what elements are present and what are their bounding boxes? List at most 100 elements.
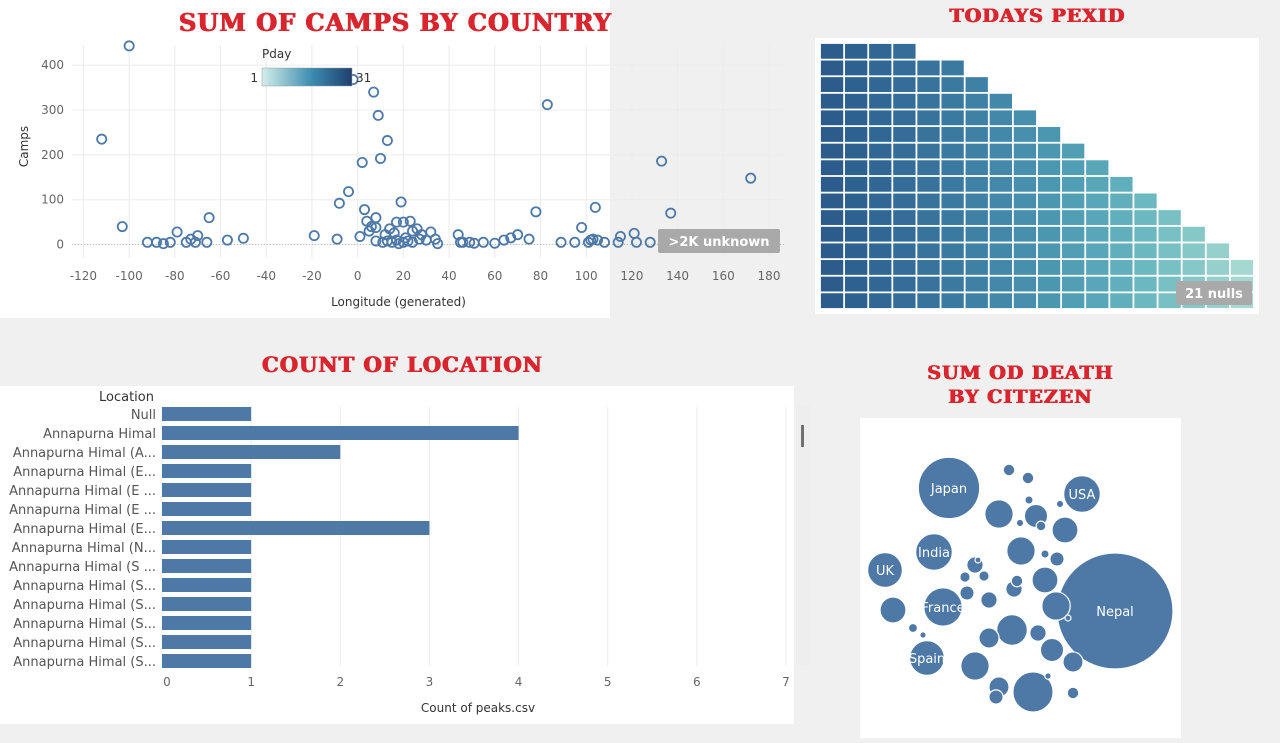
scatter-point (237, 232, 249, 244)
scatter-point (404, 215, 416, 227)
scatter-point (656, 155, 668, 167)
location-bar (162, 559, 252, 573)
treemap-cell (988, 142, 1013, 160)
treemap-cell (1085, 292, 1110, 309)
treemap-cell (892, 225, 917, 243)
scatter-x-tick-label: 20 (396, 269, 411, 283)
death-bubble (974, 556, 982, 564)
treemap-cell (1037, 209, 1062, 226)
treemap-cell (964, 242, 989, 260)
death-bubble (867, 552, 903, 589)
treemap-cell (1085, 159, 1110, 176)
treemap-cell (820, 209, 845, 226)
treemap-cell (868, 109, 893, 127)
death-bubble (1062, 651, 1084, 673)
treemap-cell (844, 292, 869, 309)
death-bubble (1044, 672, 1052, 680)
treemap-cell (1085, 275, 1110, 293)
death-bubble (1002, 463, 1016, 477)
treemap-cell (820, 109, 845, 127)
camps-title: SUM OF CAMPS BY COUNTRY (179, 8, 612, 37)
treemap-cell (916, 176, 941, 193)
scatter-x-tick-label: 120 (620, 269, 643, 283)
treemap-cell (1037, 142, 1062, 160)
location-bar-chart[interactable]: 0 1 2 3 4 5 6 7 Location Count of peaks.csv Null An… (0, 386, 794, 724)
location-scrollbar-thumb[interactable] (801, 425, 804, 447)
scatter-point (370, 235, 382, 247)
location-bar (162, 635, 252, 649)
scatter-point (402, 235, 414, 247)
death-bubble (923, 587, 963, 627)
treemap-cell (1037, 159, 1062, 176)
treemap-cell (1085, 209, 1110, 226)
treemap-cell (844, 59, 869, 77)
treemap-cell (1037, 275, 1062, 293)
treemap-cell (1157, 225, 1182, 243)
treemap-cell (820, 176, 845, 193)
death-bubble (907, 622, 919, 634)
scatter-point (407, 236, 419, 248)
bar-x-tick-label: 4 (515, 675, 523, 689)
treemap-cell (868, 225, 893, 243)
death-bubble (1039, 637, 1065, 663)
scatter-x-tick-label: 100 (575, 269, 598, 283)
treemap-cell (988, 242, 1013, 260)
treemap-cell (940, 225, 965, 243)
pexid-treemap-chart[interactable]: 21 nulls (820, 43, 1254, 309)
death-bubble-label: UK (876, 564, 895, 579)
location-bar (162, 521, 430, 535)
treemap-cell (868, 259, 893, 276)
scatter-point (589, 201, 601, 213)
treemap-cell (940, 92, 965, 110)
treemap-cell (1181, 225, 1206, 243)
death-bubble (915, 533, 953, 571)
treemap-cell (1109, 209, 1134, 226)
treemap-cell (868, 242, 893, 260)
scatter-x-tick-label: -60 (211, 269, 231, 283)
unknown-badge (658, 229, 780, 253)
scatter-point (368, 86, 380, 98)
treemap-cell (1061, 209, 1086, 226)
treemap-cell (964, 259, 989, 276)
treemap-cell (1037, 192, 1062, 210)
death-title-line2: BY CITEZEN (948, 386, 1093, 408)
treemap-cell (940, 242, 965, 260)
scatter-point (201, 236, 213, 248)
treemap-cell (820, 59, 845, 77)
bar-x-tick-label: 5 (604, 675, 612, 689)
scatter-point (141, 236, 153, 248)
bar-x-tick-label: 3 (426, 675, 434, 689)
scatter-point (221, 234, 233, 246)
location-scrollbar[interactable] (796, 405, 810, 665)
death-bubble (919, 631, 927, 639)
location-bar (162, 597, 252, 611)
scatter-y-tick-label: 100 (41, 193, 64, 207)
treemap-cell (844, 176, 869, 193)
treemap-cell (964, 192, 989, 210)
death-bubble-chart[interactable]: Nepal Japan USA India UK France Spain (860, 418, 1181, 738)
treemap-cell (820, 159, 845, 176)
death-bubble (1029, 624, 1047, 642)
location-bar (162, 578, 252, 592)
treemap-cell (844, 92, 869, 110)
treemap-cell (892, 59, 917, 77)
treemap-cell (1109, 275, 1134, 293)
treemap-cell (964, 76, 989, 93)
treemap-cell (844, 43, 869, 60)
treemap-cell (940, 59, 965, 77)
treemap-cell (1061, 192, 1086, 210)
scatter-point (397, 216, 409, 228)
treemap-cell (964, 225, 989, 243)
treemap-cell (940, 292, 965, 309)
location-category-label: Null (131, 408, 156, 423)
treemap-cell (964, 126, 989, 143)
camps-scatter-chart[interactable]: -120 -100 -80 -60 -40 -20 0 20 40 60 80 100 120 140 16… (0, 0, 790, 318)
bar-x-axis-title: Count of peaks.csv (421, 701, 535, 715)
location-category-label: Annapurna Himal (S... (13, 579, 156, 594)
treemap-cell (844, 126, 869, 143)
treemap-cell (916, 292, 941, 309)
scatter-point (365, 221, 377, 233)
death-bubble (1049, 551, 1065, 567)
treemap-cell (1012, 192, 1037, 210)
treemap-cell (916, 142, 941, 160)
